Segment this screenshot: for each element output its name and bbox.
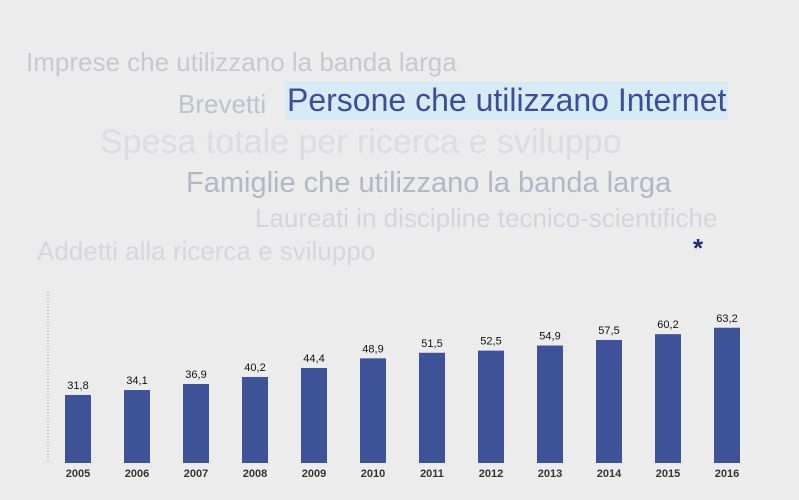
bar-chart: 31,8 2005 34,1 2006 36,9 2007 40,2 2008 44,4 2009… [47,292,740,480]
value-label-2008: 40,2 [244,362,265,374]
x-tick-label-2013: 2013 [538,468,562,480]
x-tick-label-2008: 2008 [243,468,267,480]
x-tick-label-2014: 2014 [597,468,622,480]
value-label-2015: 60,2 [657,319,678,331]
value-label-2010: 48,9 [362,343,383,355]
topic-laureati-tecnico-scientifiche[interactable]: Laureati in discipline tecnico-scientifi… [255,203,718,233]
x-tick-label-2015: 2015 [656,468,680,480]
value-label-2014: 57,5 [598,325,619,337]
x-tick-label-2010: 2010 [361,468,385,480]
x-tick-label-2005: 2005 [66,468,90,480]
bar-2012 [478,350,504,463]
topic-imprese-banda-larga[interactable]: Imprese che utilizzano la banda larga [26,47,457,77]
x-tick-label-2012: 2012 [479,468,503,480]
topic-persone-internet-selected[interactable]: Persone che utilizzano Internet [285,82,729,120]
x-tick-label-2007: 2007 [184,468,208,480]
x-tick-label-2016: 2016 [715,468,739,480]
value-label-2011: 51,5 [421,338,442,350]
bar-2007 [183,384,209,463]
bar-2016 [714,327,740,463]
note-asterisk: * [693,233,704,263]
topic-addetti-ricerca-sviluppo[interactable]: Addetti alla ricerca e sviluppo [37,236,376,266]
value-label-2007: 36,9 [185,369,206,381]
topic-brevetti[interactable]: Brevetti [178,89,267,119]
value-label-2005: 31,8 [67,380,88,392]
bar-2015 [655,334,681,463]
bar-2009 [301,367,327,463]
x-tick-label-2011: 2011 [420,468,444,480]
bar-2011 [419,352,445,463]
x-tick-label-2009: 2009 [302,468,326,480]
value-label-2006: 34,1 [126,375,147,387]
bar-2008 [242,376,268,463]
bar-2005 [65,394,91,463]
bar-2014 [596,339,622,463]
bar-2010 [360,358,386,463]
value-label-2012: 52,5 [480,336,501,348]
bar-2013 [537,345,563,463]
bar-2006 [124,390,150,463]
value-label-2016: 63,2 [716,313,737,325]
topic-spesa-ricerca-sviluppo[interactable]: Spesa totale per ricerca e sviluppo [100,123,622,161]
value-label-2013: 54,9 [539,331,560,343]
x-tick-label-2006: 2006 [125,468,149,480]
topic-famiglie-banda-larga[interactable]: Famiglie che utilizzano la banda larga [186,167,672,199]
value-label-2009: 44,4 [303,353,324,365]
